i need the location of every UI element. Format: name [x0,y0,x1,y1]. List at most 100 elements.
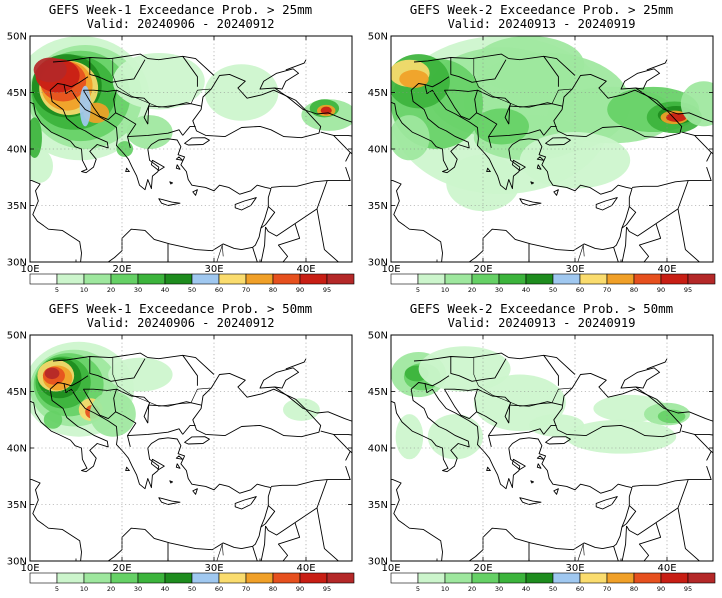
island-coastline [536,164,542,170]
colorbar-swatch [137,273,166,285]
graticule [391,36,713,262]
island-coastline [150,159,165,171]
lat-label: 50N [7,32,27,43]
island-coastline [553,488,559,495]
map-area [30,335,352,561]
island-coastline [511,159,526,171]
coastline [553,372,683,438]
panel-title: GEFS Week-2 Exceedance Prob. > 50mm [409,301,674,316]
colorbar-label: 60 [215,585,223,593]
lat-label: 35N [7,201,27,212]
country-border [182,55,215,76]
colorbar-label: 20 [468,286,476,294]
river [577,245,585,262]
probability-contour [399,69,429,88]
colorbar-label: 20 [107,585,115,593]
country-border [147,354,198,386]
country-border [285,358,307,370]
colorbar-swatch [191,273,220,285]
coastline [391,366,633,561]
island-coastline [530,181,535,185]
colorbar-label: 80 [630,585,638,593]
country-border [277,223,301,262]
country-border [477,89,512,125]
probability-contour [446,154,520,212]
country-border [626,180,689,237]
graticule [30,335,352,561]
lon-label: 30E [565,563,584,574]
colorbar-swatch [552,572,581,584]
coastline [30,67,272,262]
map-panel: GEFS Week-1 Exceedance Prob. > 25mm Valid… [0,0,361,299]
rivers [473,58,585,262]
island-coastline [175,164,181,170]
colorbar-swatch [110,572,139,584]
colorbar-swatch [471,273,500,285]
country-border [631,465,712,487]
lat-label: 30N [368,258,388,269]
panel-valid-dates: Valid: 20240906 - 20240912 [86,17,275,31]
colorbar-swatch [299,572,328,584]
coastline [192,372,322,438]
country-border [613,546,619,561]
colorbar-swatch [164,273,193,285]
colorbar-label: 40 [522,286,530,294]
colorbar-label: 95 [684,585,692,593]
colorbar-swatch [29,572,58,584]
colorbar-swatch [56,273,85,285]
colorbar-swatch [218,273,247,285]
country-border [265,180,328,237]
colorbar-label: 50 [188,585,196,593]
lat-label: 35N [368,201,388,212]
coastline [30,366,272,561]
island-coastline [192,189,198,196]
country-border [450,57,507,83]
island-coastline [530,480,535,484]
river [473,357,572,407]
colorbar-swatch [606,273,635,285]
country-border [488,428,545,437]
lat-label: 50N [368,331,388,342]
country-border [477,388,512,424]
island-coastline [553,189,559,196]
country-border [89,356,146,382]
country-border [424,76,450,88]
country-border [83,388,117,420]
colorbar-label: 20 [107,286,115,294]
coastlines [30,366,322,561]
colorbar-swatch [633,572,662,584]
country-border [444,89,478,121]
colorbar-swatch [687,273,716,285]
lat-label: 40N [7,444,27,455]
colorbar-label: 5 [416,286,420,294]
lat-label: 45N [368,387,388,398]
country-border [52,53,149,63]
colorbar-swatch [272,572,301,584]
island-coastline [175,463,181,469]
map-panel: GEFS Week-2 Exceedance Prob. > 25mm Valid… [361,0,722,299]
colorbar-label: 90 [657,286,665,294]
lat-label: 30N [7,557,27,568]
colorbar-label: 60 [215,286,223,294]
colorbar-swatch [525,273,554,285]
colorbar-label: 40 [161,286,169,294]
colorbar-label: 40 [161,585,169,593]
colorbar-label: 70 [242,286,250,294]
island-coastline [158,198,181,206]
island-coastline [158,497,181,505]
country-border [274,386,352,422]
panel-title: GEFS Week-1 Exceedance Prob. > 25mm [48,2,313,17]
island-coastline [486,466,491,472]
probability-field [391,36,713,212]
country-border [646,358,668,370]
coastline [259,367,300,389]
colorbar-swatch [390,273,419,285]
probability-contour [395,414,424,460]
coastline [184,436,210,445]
colorbar-label: 10 [441,585,449,593]
colorbar-swatch [579,572,608,584]
probability-contour [108,357,173,392]
axis-ticks [29,35,353,263]
country-border [646,59,668,71]
